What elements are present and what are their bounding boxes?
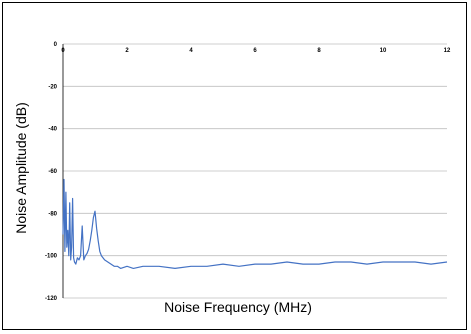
gridlines — [63, 43, 447, 299]
y-tick-label: -60 — [48, 169, 57, 175]
y-tick-label: -120 — [45, 296, 58, 302]
y-tick-label: -80 — [48, 211, 57, 217]
x-tick-label: 12 — [444, 48, 451, 54]
x-axis-title: Noise Frequency (MHz) — [164, 299, 312, 315]
x-tick-label: 2 — [125, 48, 129, 54]
x-tick-label: 4 — [189, 48, 193, 54]
chart-frame — [2, 2, 467, 330]
x-tick-label: 8 — [317, 48, 321, 54]
y-tick-label: -20 — [48, 84, 57, 90]
y-tick-label: -40 — [48, 127, 57, 133]
x-tick-label: 10 — [380, 48, 387, 54]
y-tick-label: 0 — [54, 42, 58, 48]
x-tick-label: 6 — [253, 48, 257, 54]
y-tick-label: -100 — [45, 254, 58, 260]
series-line-noise-amplitude — [62, 178, 448, 269]
y-axis-title: Noise Amplitude (dB) — [13, 102, 29, 234]
y-axis-ticks: 0 -20 -40 -60 -80 -100 -120 — [45, 42, 58, 302]
